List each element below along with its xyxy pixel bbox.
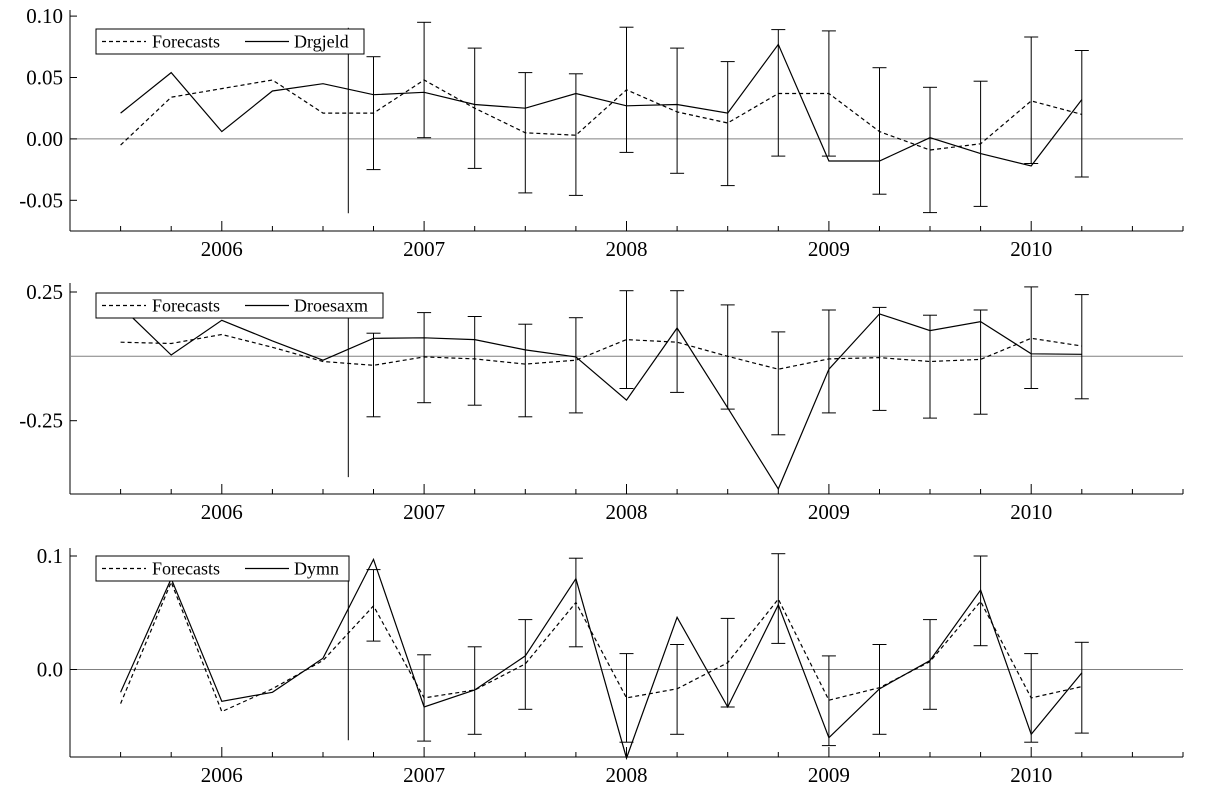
forecast-line — [120, 580, 1082, 713]
y-tick-label: 0.10 — [26, 4, 63, 28]
legend-forecast-label: Forecasts — [152, 296, 220, 316]
actual-line — [120, 43, 1083, 167]
y-tick-label: 0.0 — [37, 658, 63, 682]
legend-actual-label: Droesaxm — [294, 296, 368, 316]
legend-actual-label: Drgjeld — [294, 32, 349, 52]
x-tick-label: 2007 — [403, 763, 445, 787]
x-tick-label: 2007 — [403, 500, 445, 524]
legend-forecast-label: Forecasts — [152, 559, 220, 579]
y-tick-label: -0.05 — [19, 188, 63, 212]
forecast-line — [120, 79, 1082, 151]
y-tick-label: 0.1 — [37, 544, 63, 568]
forecast-line — [120, 333, 1082, 370]
chart-panel-1: 0.10 0.05 0.00 -0.05 2006 2007 2008 2009 2010 For… — [19, 4, 1184, 261]
x-tick-label: 2008 — [606, 500, 648, 524]
x-tick-label: 2010 — [1010, 237, 1052, 261]
legend-actual-label: Dymn — [294, 559, 339, 579]
actual-line — [120, 557, 1083, 761]
legend-forecast-label: Forecasts — [152, 32, 220, 52]
x-tick-label: 2006 — [201, 763, 243, 787]
x-tick-label: 2009 — [808, 500, 850, 524]
x-tick-label: 2010 — [1010, 763, 1052, 787]
x-tick-label: 2008 — [606, 237, 648, 261]
x-tick-label: 2006 — [201, 500, 243, 524]
x-tick-label: 2009 — [808, 763, 850, 787]
y-tick-label: 0.00 — [26, 127, 63, 151]
y-tick-label: 0.05 — [26, 66, 63, 90]
x-tick-label: 2010 — [1010, 500, 1052, 524]
x-tick-label: 2007 — [403, 237, 445, 261]
legend: Forecasts Dymn — [95, 555, 350, 582]
chart-panel-2: 0.25 -0.25 2006 2007 2008 2009 2010 Forecasts Dr… — [19, 280, 1184, 524]
chart-panel-3: 0.1 0.0 2006 2007 2008 2009 2010 Forecasts Dymn — [37, 544, 1184, 787]
y-tick-label: -0.25 — [19, 409, 63, 433]
x-tick-label: 2006 — [201, 237, 243, 261]
legend-box — [95, 292, 384, 319]
legend: Forecasts Droesaxm — [95, 292, 384, 319]
y-tick-label: 0.25 — [26, 280, 63, 304]
legend: Forecasts Drgjeld — [95, 28, 365, 55]
actual-line — [120, 305, 1082, 491]
x-tick-label: 2009 — [808, 237, 850, 261]
x-tick-label: 2008 — [606, 763, 648, 787]
